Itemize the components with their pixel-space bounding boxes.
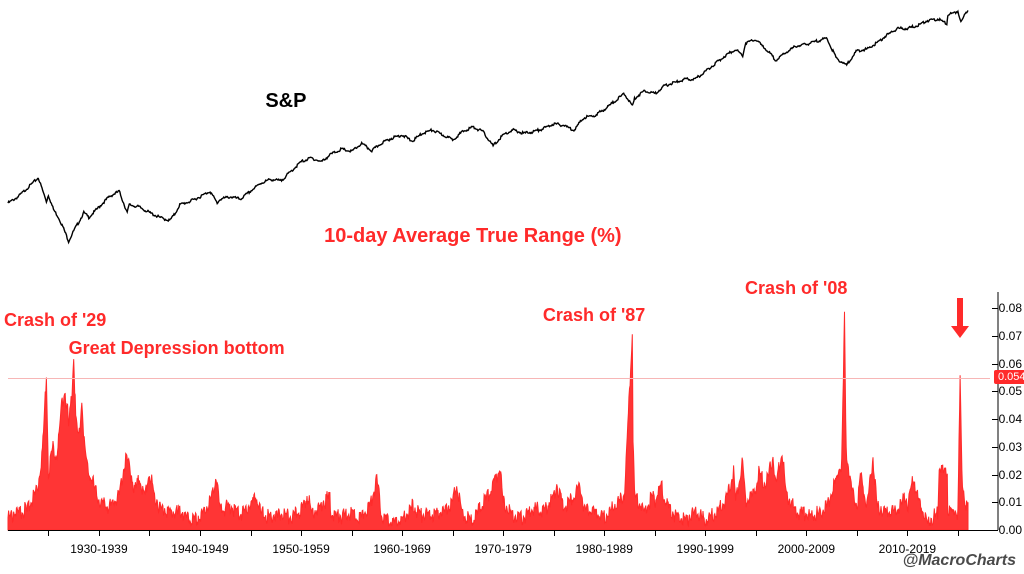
x-axis-label: 1950-1959 [272,542,329,556]
y-tick [992,391,998,392]
x-axis-label: 1960-1969 [373,542,430,556]
y-axis-label: 0.01 [999,495,1022,509]
x-axis-label: 2010-2019 [879,542,936,556]
x-tick [907,530,908,536]
x-tick [756,530,757,536]
y-axis-label: 0.06 [999,357,1022,371]
y-tick [992,364,998,365]
sp-label: S&P [265,90,306,113]
x-tick [604,530,605,536]
y-axis-label: 0.04 [999,412,1022,426]
x-tick [503,530,504,536]
x-tick [301,530,302,536]
sp-line [8,10,968,242]
y-tick [992,530,998,531]
x-tick [806,530,807,536]
x-tick [453,530,454,536]
threshold-badge: 0.0548 [994,370,1024,384]
y-tick [992,502,998,503]
y-tick [992,336,998,337]
annotation-great-depression: Great Depression bottom [69,338,285,359]
x-tick [251,530,252,536]
x-tick [705,530,706,536]
x-tick [48,530,49,536]
x-axis-label: 1930-1939 [70,542,127,556]
y-tick [992,447,998,448]
x-axis-label: 1940-1949 [171,542,228,556]
y-axis-label: 0.00 [999,523,1022,537]
chart-container: S&P 10-day Average True Range (%) Crash … [0,0,1024,574]
current-arrow-icon [951,298,969,338]
y-tick [992,419,998,420]
x-axis-label: 1980-1989 [576,542,633,556]
x-tick [554,530,555,536]
x-axis-label: 1970-1979 [474,542,531,556]
annotation-crash-08: Crash of '08 [745,278,847,299]
y-axis-label: 0.03 [999,440,1022,454]
y-axis-label: 0.02 [999,468,1022,482]
x-tick [352,530,353,536]
x-tick [149,530,150,536]
x-tick [958,530,959,536]
x-tick [99,530,100,536]
y-axis-label: 0.07 [999,329,1022,343]
chart-svg [0,0,1024,574]
atr-title: 10-day Average True Range (%) [324,225,622,248]
x-tick [402,530,403,536]
x-axis-label: 2000-2009 [778,542,835,556]
threshold-line [8,378,990,379]
x-tick [655,530,656,536]
annotation-crash-29: Crash of '29 [4,310,106,331]
y-tick [992,308,998,309]
y-tick [992,475,998,476]
y-axis-label: 0.08 [999,301,1022,315]
x-axis-label: 1990-1999 [677,542,734,556]
y-axis-label: 0.05 [999,384,1022,398]
x-tick [200,530,201,536]
x-tick [857,530,858,536]
annotation-crash-87: Crash of '87 [543,305,645,326]
